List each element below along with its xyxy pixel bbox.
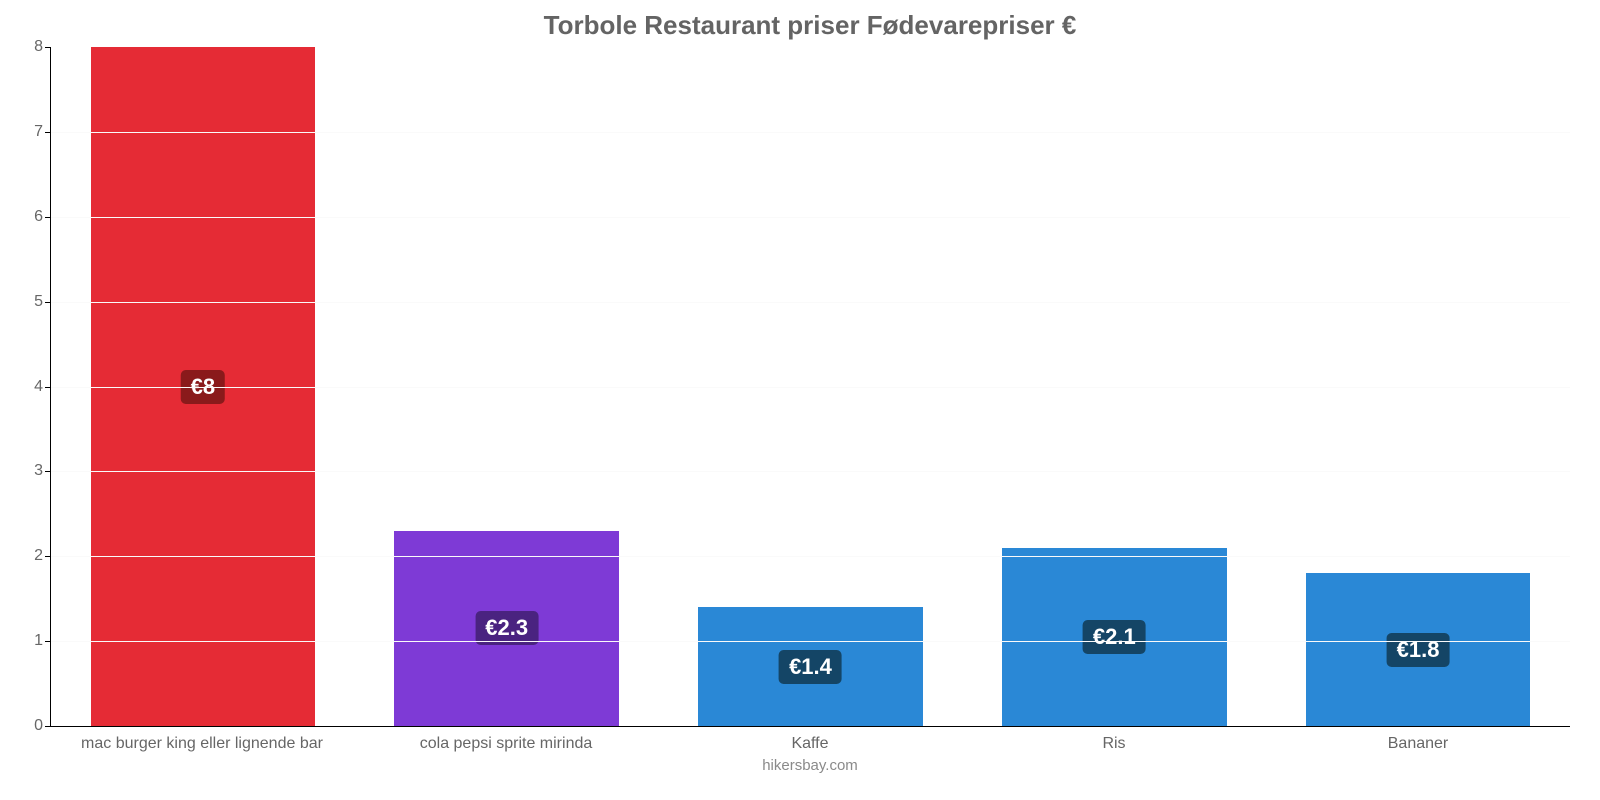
y-tick-mark [45,726,51,727]
y-tick-mark [45,387,51,388]
bar: €2.3 [394,531,619,726]
y-tick-label: 2 [11,547,43,565]
x-axis-label: cola pepsi sprite mirinda [354,735,658,753]
attribution-text: hikersbay.com [50,757,1570,774]
price-bar-chart: Torbole Restaurant priser Fødevarepriser… [0,0,1600,800]
value-badge: €1.8 [1387,633,1450,667]
grid-line [51,471,1570,472]
y-tick-mark [45,302,51,303]
y-tick-label: 3 [11,462,43,480]
y-tick-mark [45,217,51,218]
bar: €2.1 [1002,548,1227,726]
y-tick-mark [45,556,51,557]
bar: €1.8 [1306,573,1531,726]
value-badge: €2.1 [1083,620,1146,654]
y-tick-label: 0 [11,717,43,735]
y-tick-label: 8 [11,38,43,56]
grid-line [51,132,1570,133]
y-tick-label: 4 [11,378,43,396]
chart-title: Torbole Restaurant priser Fødevarepriser… [50,10,1570,41]
y-tick-mark [45,132,51,133]
x-axis-label: mac burger king eller lignende bar [50,735,354,753]
y-tick-label: 6 [11,208,43,226]
grid-line [51,217,1570,218]
value-badge: €1.4 [779,650,842,684]
grid-line [51,556,1570,557]
y-tick-label: 1 [11,632,43,650]
y-tick-mark [45,47,51,48]
y-tick-mark [45,471,51,472]
x-axis-label: Bananer [1266,735,1570,753]
y-tick-label: 7 [11,123,43,141]
bar: €1.4 [698,607,923,726]
y-tick-mark [45,641,51,642]
grid-line [51,387,1570,388]
x-axis-label: Ris [962,735,1266,753]
grid-line [51,641,1570,642]
grid-line [51,302,1570,303]
plot-area: €8€2.3€1.4€2.1€1.8 012345678 [50,47,1570,727]
x-axis-labels: mac burger king eller lignende barcola p… [50,735,1570,753]
x-axis-label: Kaffe [658,735,962,753]
y-tick-label: 5 [11,293,43,311]
